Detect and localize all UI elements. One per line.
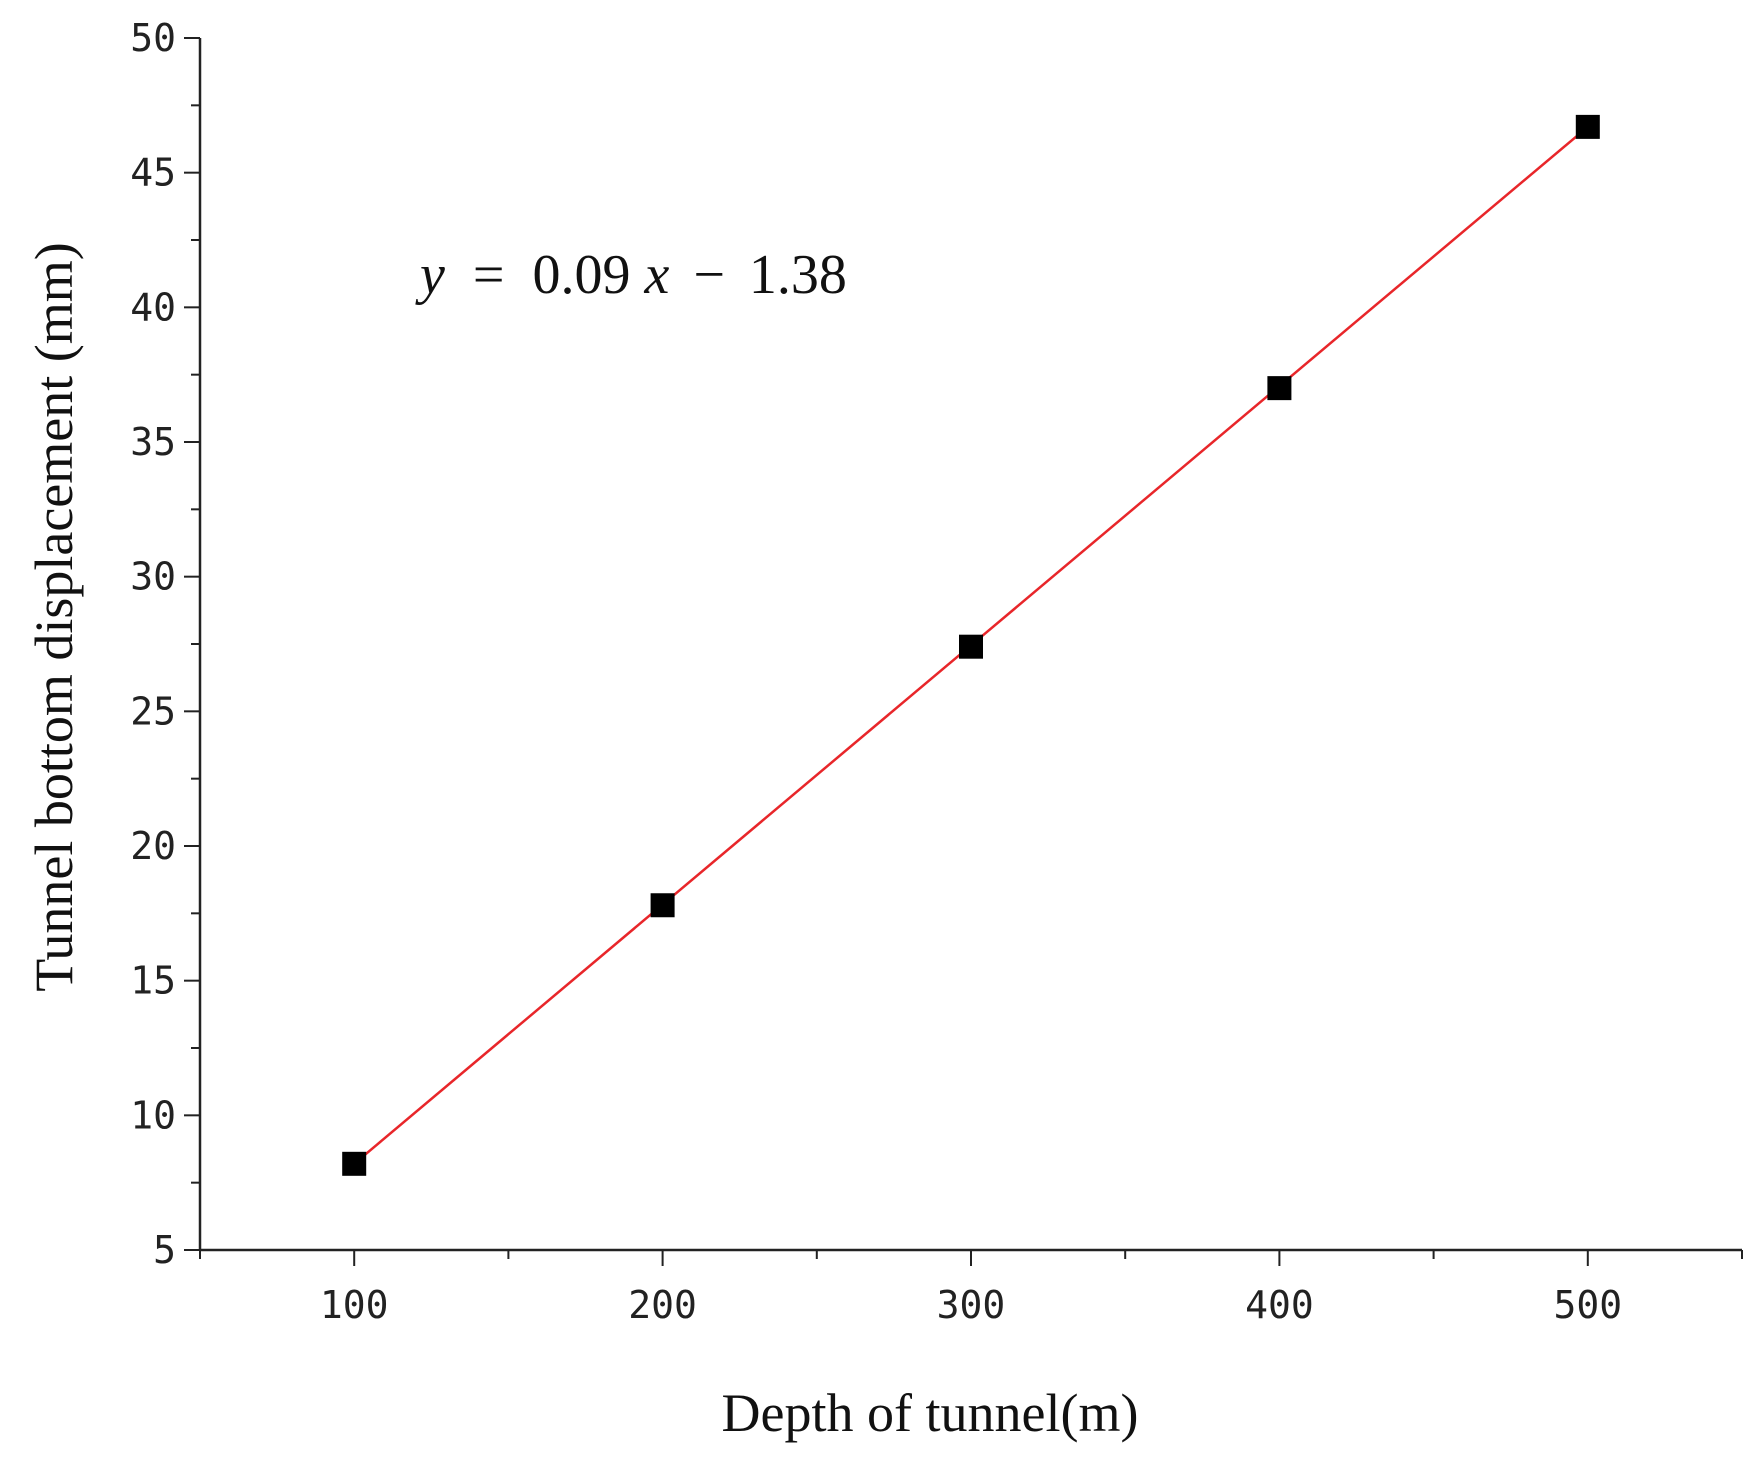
data-point	[1575, 114, 1600, 139]
data-point	[959, 634, 983, 659]
data-point	[342, 1151, 367, 1176]
x-tick-label: 200	[628, 1283, 697, 1327]
data-point	[650, 893, 675, 918]
y-tick-label: 40	[130, 285, 176, 329]
equation-equals: =	[473, 244, 505, 306]
axes-layer: 5 10 15 20 25 30 35 40 45 50 100 200 300 400 500	[130, 16, 1743, 1327]
y-tick-label: 15	[130, 959, 176, 1003]
x-tick-label: 500	[1553, 1283, 1622, 1327]
y-tick-label: 10	[130, 1093, 176, 1137]
y-tick-label: 20	[130, 824, 176, 868]
equation-x-var: x	[643, 244, 669, 306]
x-axis-title: Depth of tunnel(m)	[722, 1383, 1139, 1443]
equation-intercept: 1.38	[749, 244, 847, 306]
equation-y-var: y	[415, 244, 445, 306]
equation-minus: −	[693, 244, 725, 306]
x-tick-label: 300	[937, 1283, 1006, 1327]
y-tick-label: 35	[130, 420, 176, 464]
y-axis-title: Tunnel bottom displacement (mm)	[24, 242, 84, 991]
data-point	[1267, 376, 1292, 401]
y-tick-label: 45	[130, 151, 176, 195]
x-tick-label: 400	[1245, 1283, 1314, 1327]
y-tick-label: 25	[130, 689, 176, 733]
y-tick-label: 30	[130, 555, 176, 599]
regression-equation: y = 0.09 x − 1.38	[415, 244, 847, 306]
y-tick-label: 5	[153, 1228, 176, 1272]
x-tick-label: 100	[320, 1283, 389, 1327]
y-tick-label: 50	[130, 16, 176, 60]
data-points-layer	[342, 114, 1600, 1176]
equation-slope: 0.09	[532, 244, 630, 306]
